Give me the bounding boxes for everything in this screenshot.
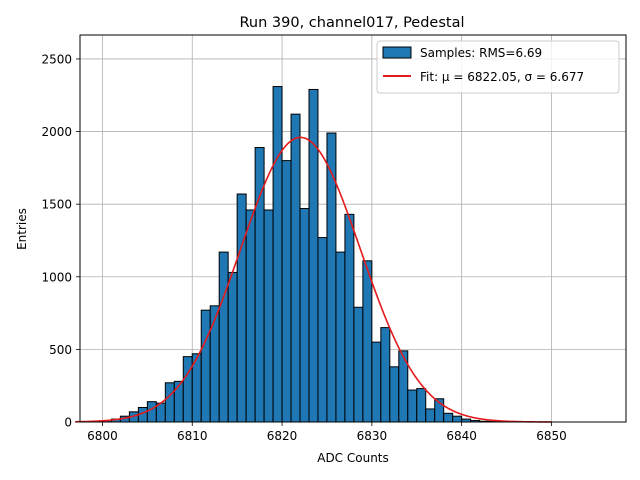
histogram-bar: [146, 401, 157, 423]
y-tick-label: 0: [64, 416, 72, 430]
histogram-bar: [263, 209, 274, 423]
histogram-bar: [200, 309, 211, 423]
histogram-bar: [227, 271, 238, 423]
histogram-bar: [353, 306, 364, 423]
y-axis-label: Entries: [15, 208, 29, 250]
chart-title: Run 390, channel017, Pedestal: [239, 15, 464, 31]
histogram-bar: [326, 132, 337, 423]
x-tick-label: 6810: [177, 429, 208, 443]
histogram-bar: [218, 251, 229, 423]
fit-curve: [75, 136, 552, 423]
legend-frame: [376, 40, 620, 94]
histogram-bar: [182, 356, 193, 423]
plot-frame: [79, 34, 627, 423]
y-tick-label: 1500: [41, 198, 72, 212]
x-tick-label: 6840: [446, 429, 477, 443]
y-axis-ticks: 0 500 1000 1500 2000 2500: [41, 52, 80, 430]
histogram-bar: [425, 408, 436, 423]
histogram-bar: [452, 415, 463, 423]
histogram-bar: [344, 213, 355, 423]
histogram-bar: [443, 412, 454, 423]
histogram-bar: [272, 86, 283, 423]
histogram-bar: [209, 305, 220, 423]
histogram-bar: [245, 209, 256, 423]
histogram-bar: [173, 380, 184, 423]
histogram-bar: [335, 251, 346, 423]
histogram-bar: [416, 388, 427, 423]
histogram-bar: [362, 260, 373, 423]
legend-swatch-samples: [382, 46, 412, 59]
y-tick-label: 2000: [41, 125, 72, 139]
histogram-bar: [290, 113, 301, 423]
y-tick-label: 1000: [41, 270, 72, 284]
histogram-bar: [407, 389, 418, 423]
histogram-bar: [164, 382, 175, 423]
histogram-bar: [299, 208, 310, 423]
y-tick-label: 500: [49, 343, 72, 357]
histogram-bar: [308, 88, 319, 423]
histogram-bar: [236, 193, 247, 423]
histogram-bar: [380, 327, 391, 423]
x-tick-label: 6820: [267, 429, 298, 443]
x-tick-label: 6850: [536, 429, 567, 443]
y-tick-label: 2500: [41, 52, 72, 66]
histogram-bar: [281, 160, 292, 423]
legend-label-fit: Fit: μ = 6822.05, σ = 6.677: [420, 70, 584, 84]
x-axis-label: ADC Counts: [317, 451, 389, 465]
histogram-bar: [371, 341, 382, 423]
histogram-bars: [75, 86, 517, 423]
histogram-bar: [317, 237, 328, 423]
legend-label-samples: Samples: RMS=6.69: [420, 46, 542, 60]
x-axis-ticks: 6800 6810 6820 6830 6840 6850: [87, 422, 567, 443]
x-tick-label: 6830: [357, 429, 388, 443]
legend: Samples: RMS=6.69 Fit: μ = 6822.05, σ = …: [376, 40, 620, 94]
histogram-bar: [389, 366, 400, 423]
x-tick-label: 6800: [87, 429, 118, 443]
